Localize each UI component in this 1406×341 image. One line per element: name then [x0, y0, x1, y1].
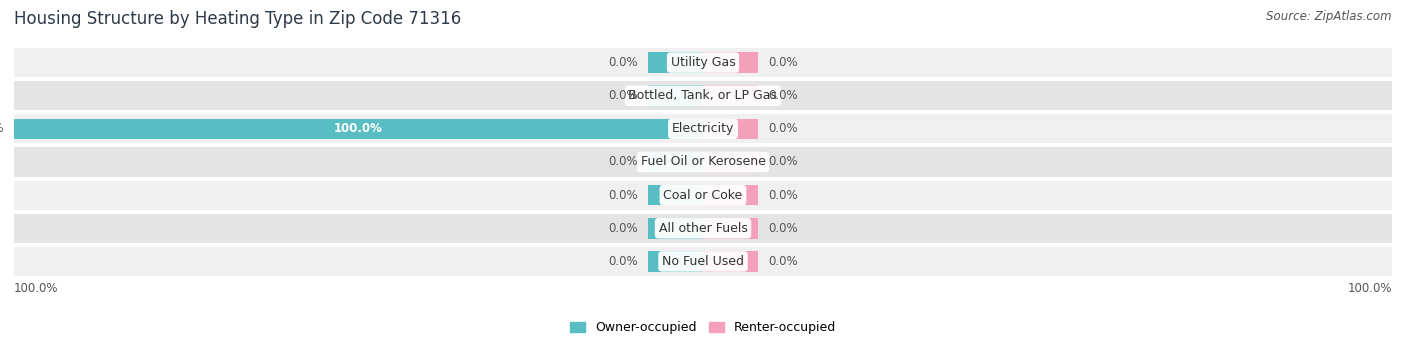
- Bar: [14, 81, 1392, 110]
- Text: 0.0%: 0.0%: [769, 222, 799, 235]
- Text: Fuel Oil or Kerosene: Fuel Oil or Kerosene: [641, 155, 765, 168]
- Bar: [14, 114, 1392, 144]
- Bar: [648, 86, 703, 106]
- Text: 0.0%: 0.0%: [607, 155, 637, 168]
- Bar: [703, 52, 758, 73]
- Text: 0.0%: 0.0%: [607, 89, 637, 102]
- Text: 0.0%: 0.0%: [769, 255, 799, 268]
- Text: Bottled, Tank, or LP Gas: Bottled, Tank, or LP Gas: [628, 89, 778, 102]
- Bar: [648, 152, 703, 172]
- Text: 0.0%: 0.0%: [769, 155, 799, 168]
- Bar: [14, 147, 1392, 177]
- Bar: [14, 119, 703, 139]
- Legend: Owner-occupied, Renter-occupied: Owner-occupied, Renter-occupied: [565, 316, 841, 339]
- Text: 0.0%: 0.0%: [769, 189, 799, 202]
- Text: Source: ZipAtlas.com: Source: ZipAtlas.com: [1267, 10, 1392, 23]
- Text: 0.0%: 0.0%: [607, 222, 637, 235]
- Bar: [648, 251, 703, 272]
- Bar: [703, 86, 758, 106]
- Text: Housing Structure by Heating Type in Zip Code 71316: Housing Structure by Heating Type in Zip…: [14, 10, 461, 28]
- Text: 0.0%: 0.0%: [769, 89, 799, 102]
- Text: 0.0%: 0.0%: [769, 122, 799, 135]
- Bar: [703, 251, 758, 272]
- Text: Electricity: Electricity: [672, 122, 734, 135]
- Text: Utility Gas: Utility Gas: [671, 56, 735, 69]
- Bar: [648, 185, 703, 205]
- Text: 0.0%: 0.0%: [607, 56, 637, 69]
- Text: Coal or Coke: Coal or Coke: [664, 189, 742, 202]
- Bar: [14, 247, 1392, 276]
- Bar: [703, 218, 758, 238]
- Text: All other Fuels: All other Fuels: [658, 222, 748, 235]
- Bar: [14, 180, 1392, 210]
- Text: 0.0%: 0.0%: [769, 56, 799, 69]
- Bar: [703, 185, 758, 205]
- Bar: [14, 214, 1392, 243]
- Text: 0.0%: 0.0%: [607, 255, 637, 268]
- Bar: [648, 218, 703, 238]
- Bar: [14, 48, 1392, 77]
- Text: 0.0%: 0.0%: [607, 189, 637, 202]
- Bar: [703, 152, 758, 172]
- Bar: [648, 52, 703, 73]
- Text: 100.0%: 100.0%: [335, 122, 382, 135]
- Text: 100.0%: 100.0%: [1347, 282, 1392, 295]
- Text: 100.0%: 100.0%: [14, 282, 59, 295]
- Text: No Fuel Used: No Fuel Used: [662, 255, 744, 268]
- Bar: [703, 119, 758, 139]
- Text: 100.0%: 100.0%: [0, 122, 4, 135]
